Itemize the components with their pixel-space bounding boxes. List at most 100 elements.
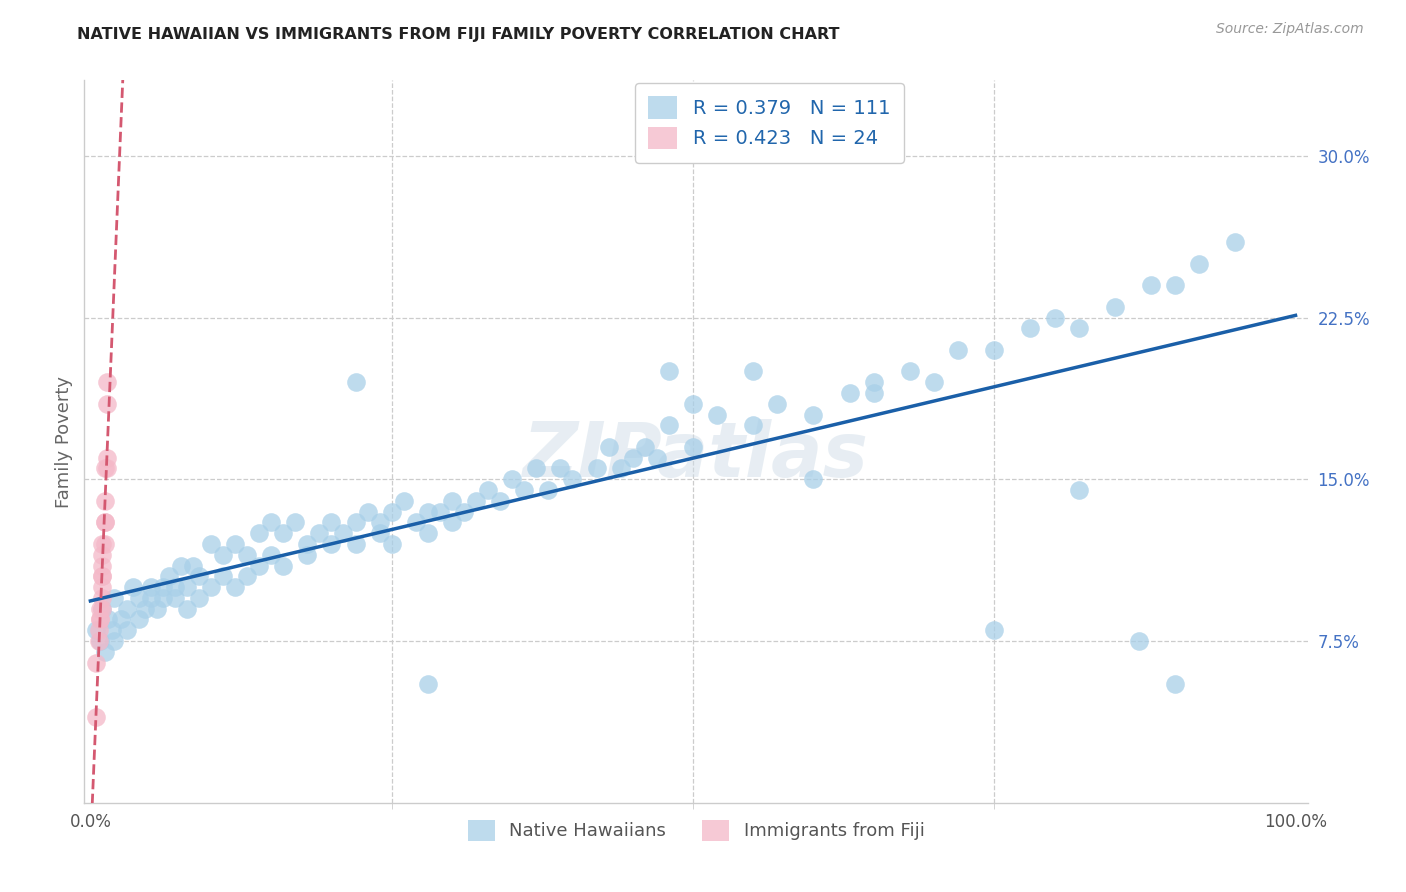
Point (838, 386, 860, 401)
Point (368, 516, 391, 530)
Point (115, 601, 138, 615)
Point (392, 493, 415, 508)
Point (356, 505, 378, 519)
Point (621, 450, 644, 465)
Point (550, 461, 572, 475)
Point (200, 580, 222, 594)
Point (89, 612, 111, 626)
Point (101, 624, 124, 638)
Point (86, 624, 108, 638)
Point (247, 526, 270, 541)
Point (1225, 235, 1247, 249)
Point (94, 516, 117, 530)
Point (284, 516, 307, 530)
Point (224, 537, 246, 551)
Point (513, 483, 536, 497)
Point (983, 343, 1005, 357)
Point (658, 418, 681, 433)
Point (94, 493, 117, 508)
Point (96, 376, 118, 390)
Point (344, 516, 367, 530)
Point (86, 709, 108, 723)
Point (94, 537, 117, 551)
Point (1164, 677, 1187, 691)
Legend: Native Hawaiians, Immigrants from Fiji: Native Hawaiians, Immigrants from Fiji (460, 813, 932, 848)
Point (200, 537, 222, 551)
Point (682, 440, 704, 454)
Point (682, 397, 704, 411)
Point (344, 537, 367, 551)
Point (1128, 634, 1150, 648)
Point (803, 408, 825, 422)
Point (91, 558, 114, 573)
Point (91, 580, 114, 594)
Point (152, 580, 174, 594)
Point (477, 483, 499, 497)
Point (170, 558, 193, 573)
Point (1019, 321, 1042, 335)
Point (212, 548, 235, 562)
Point (181, 558, 204, 573)
Point (983, 624, 1005, 638)
Point (89, 612, 111, 626)
Point (91, 537, 114, 551)
Point (134, 601, 156, 615)
Point (260, 516, 283, 530)
Point (946, 343, 969, 357)
Text: Source: ZipAtlas.com: Source: ZipAtlas.com (1216, 22, 1364, 37)
Point (94, 516, 117, 530)
Point (1067, 321, 1090, 335)
Point (321, 516, 343, 530)
Point (91, 569, 114, 583)
Point (706, 408, 728, 422)
Point (598, 440, 620, 454)
Point (128, 612, 150, 626)
Point (187, 569, 209, 583)
Point (308, 526, 330, 541)
Point (321, 537, 343, 551)
Point (766, 397, 789, 411)
Point (260, 548, 283, 562)
Point (489, 493, 512, 508)
Point (1067, 483, 1090, 497)
Point (176, 580, 198, 594)
Point (416, 505, 439, 519)
Point (405, 516, 427, 530)
Point (645, 450, 668, 465)
Point (658, 364, 681, 378)
Point (89, 601, 111, 615)
Point (368, 526, 391, 541)
Point (344, 376, 367, 390)
Point (187, 591, 209, 605)
Point (561, 472, 583, 486)
Point (157, 569, 180, 583)
Point (87, 624, 110, 638)
Text: NATIVE HAWAIIAN VS IMMIGRANTS FROM FIJI FAMILY POVERTY CORRELATION CHART: NATIVE HAWAIIAN VS IMMIGRANTS FROM FIJI … (77, 27, 839, 42)
Text: ZIPatlas: ZIPatlas (523, 419, 869, 493)
Point (224, 580, 246, 594)
Point (862, 376, 884, 390)
Point (440, 493, 463, 508)
Point (429, 505, 451, 519)
Point (139, 591, 162, 605)
Point (862, 386, 884, 401)
Point (803, 472, 825, 486)
Point (1043, 310, 1066, 325)
Point (139, 580, 162, 594)
Point (91, 601, 114, 615)
Point (634, 440, 657, 454)
Point (537, 483, 560, 497)
Point (236, 569, 259, 583)
Y-axis label: Family Poverty: Family Poverty (55, 376, 73, 508)
Point (742, 364, 765, 378)
Point (96, 397, 118, 411)
Point (110, 612, 132, 626)
Point (1188, 257, 1211, 271)
Point (332, 526, 354, 541)
Point (96, 450, 118, 465)
Point (524, 461, 547, 475)
Point (91, 569, 114, 583)
Point (87, 634, 110, 648)
Point (86, 656, 108, 670)
Point (1104, 300, 1126, 314)
